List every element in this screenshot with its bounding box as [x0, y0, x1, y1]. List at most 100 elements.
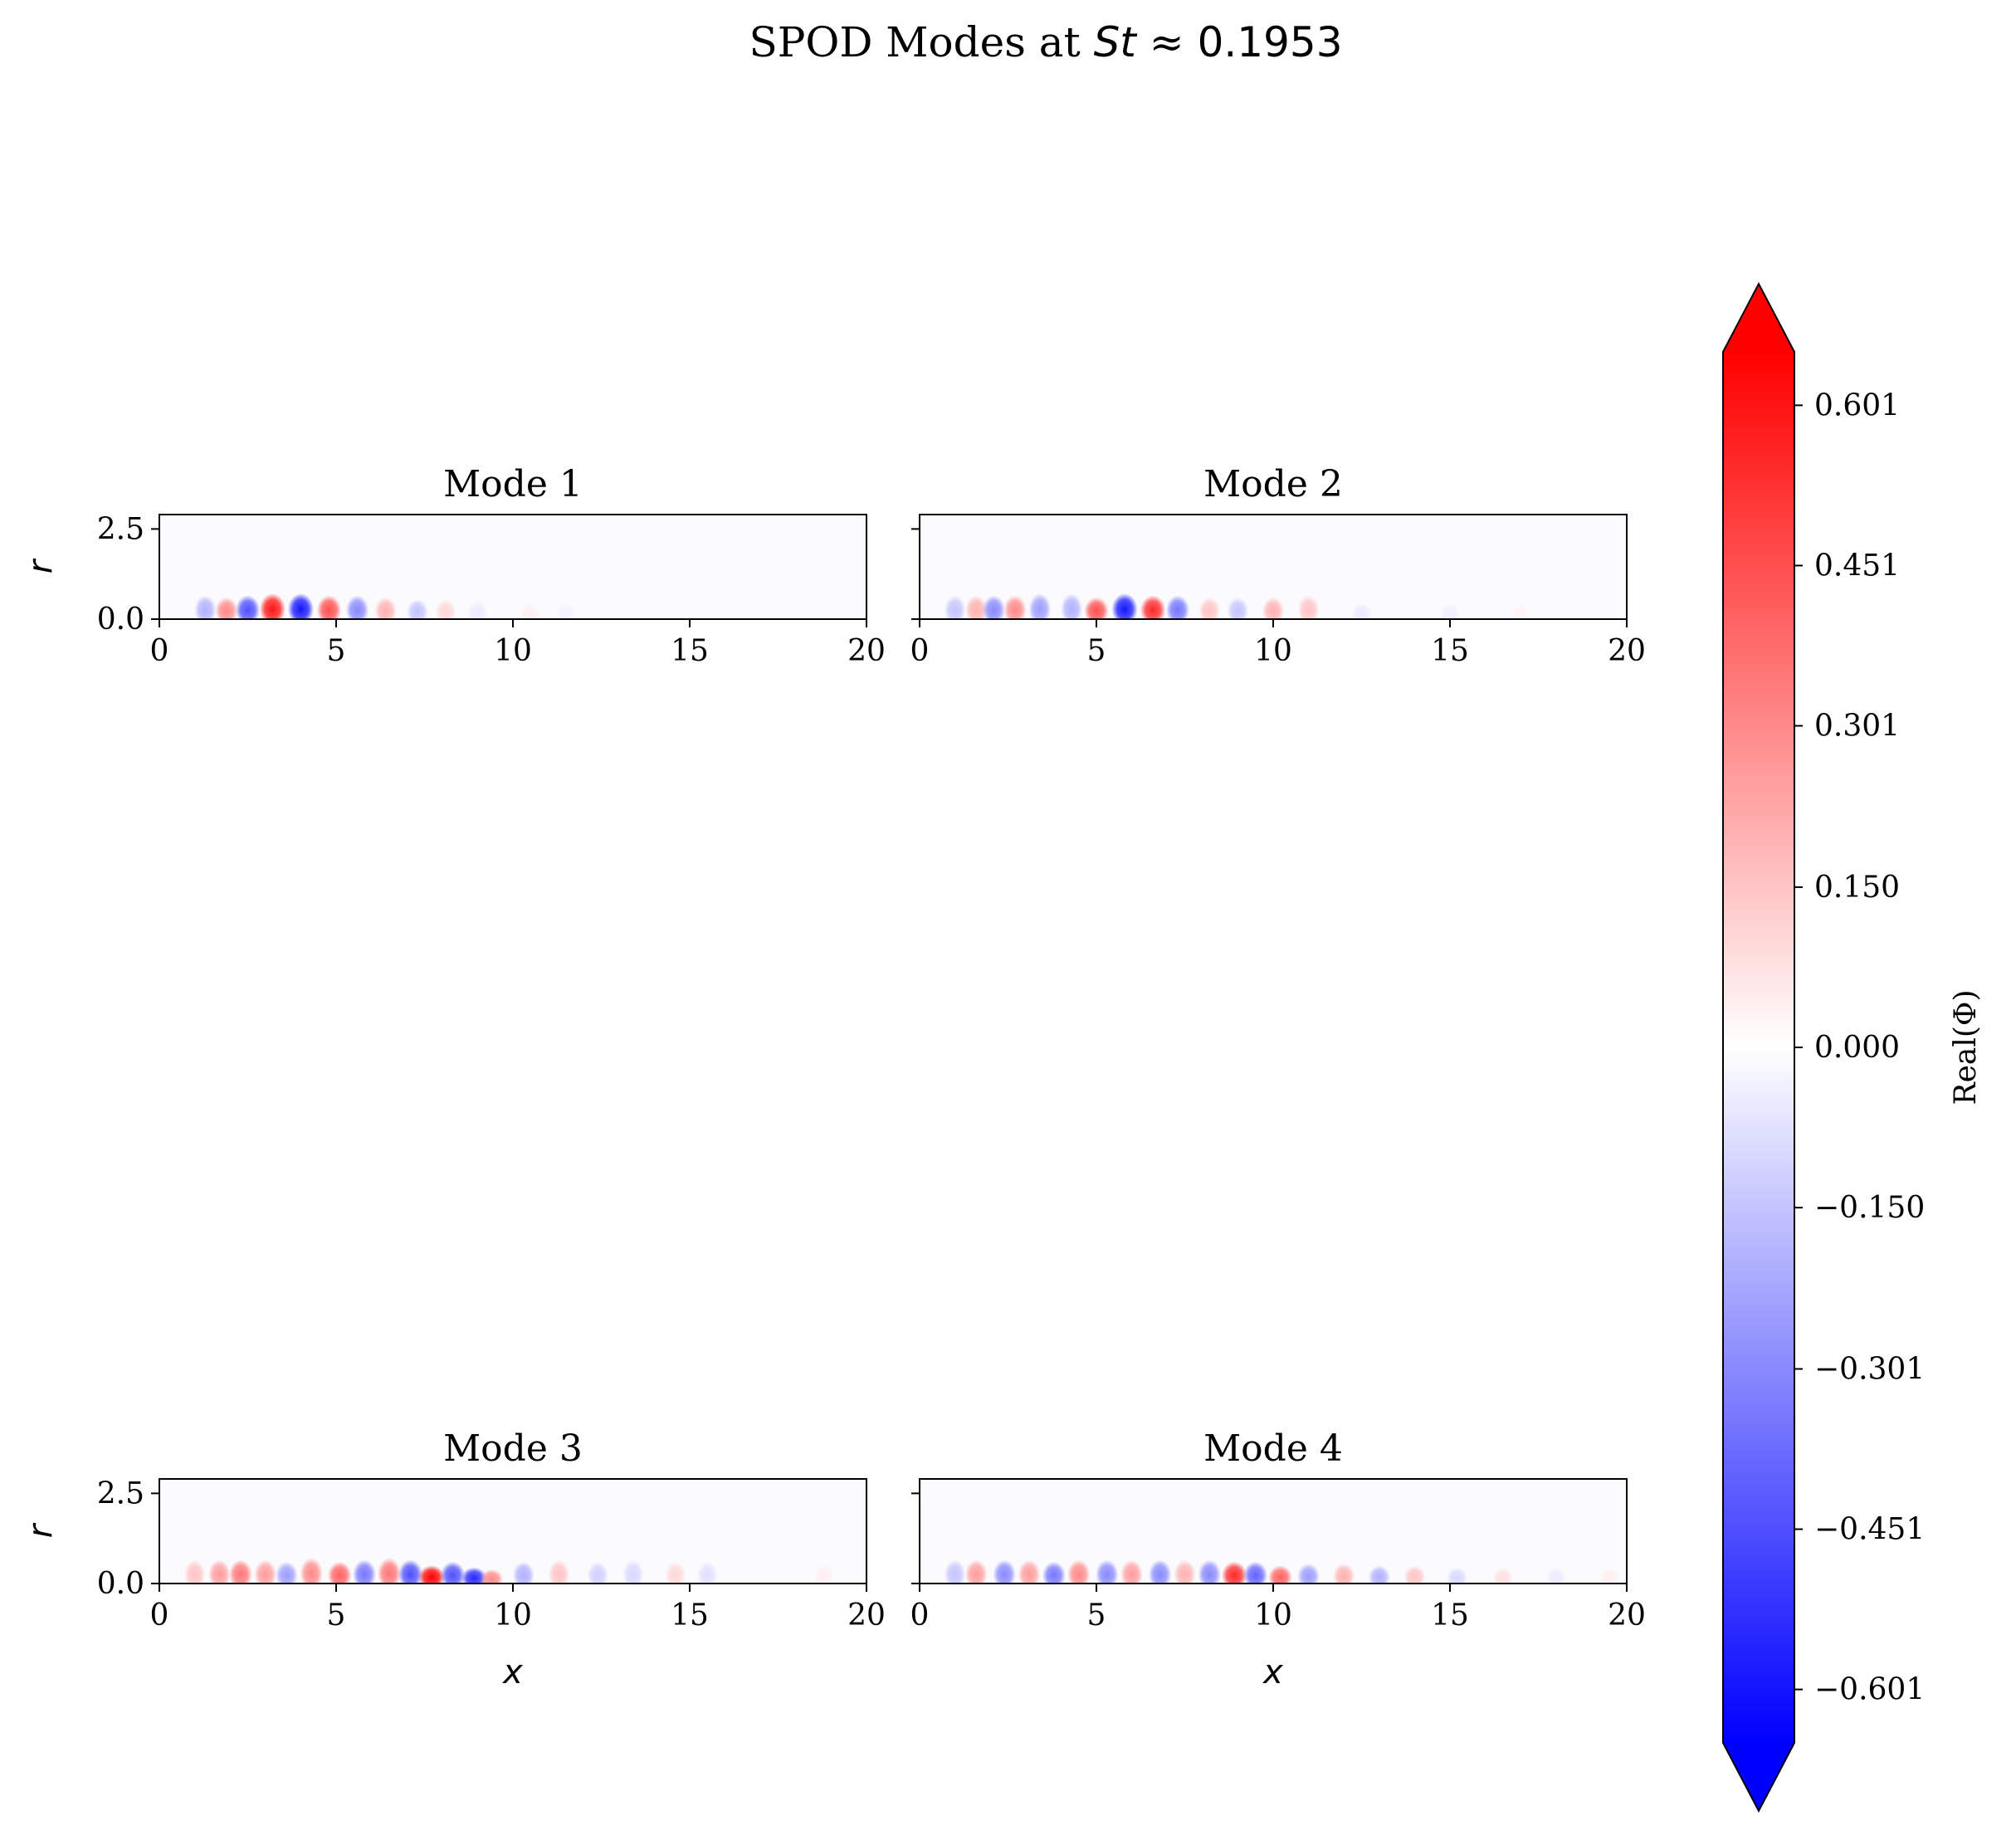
- mode-blob: [1174, 1559, 1196, 1584]
- x-axis-label: x: [501, 1653, 523, 1691]
- mode-blob: [964, 595, 988, 619]
- x-tick-label: 10: [1254, 1598, 1292, 1632]
- mode-blob: [398, 1559, 423, 1584]
- y-axis-label: r: [22, 1522, 60, 1538]
- mode-panel-1: 0 5 10 15 20 0.0 2.5 Mode 1 r: [22, 463, 886, 668]
- mode-panel-4: 0 5 10 15 20 Mode 4 x: [910, 1427, 1646, 1691]
- mode-blob: [374, 597, 397, 619]
- mode-blob: [327, 1561, 352, 1584]
- mode-blob: [1446, 1567, 1468, 1584]
- mode-blob: [512, 1561, 535, 1584]
- mode-blob: [235, 595, 261, 619]
- x-tick-label: 0: [150, 634, 169, 668]
- mode-blob: [1368, 1565, 1390, 1584]
- mode-blob: [1599, 1567, 1619, 1584]
- x-tick-label: 5: [1087, 1598, 1106, 1632]
- mode-blob: [813, 1563, 835, 1584]
- x-tick-label: 5: [1087, 634, 1106, 668]
- mode-field: [194, 593, 577, 619]
- mode-blob: [287, 593, 314, 619]
- mode-blob: [964, 1559, 988, 1584]
- mode-field: [183, 1557, 835, 1584]
- mode-blob: [300, 1557, 323, 1584]
- y-tick-label: 2.5: [97, 1476, 144, 1510]
- colorbar: 0.601 0.451 0.301 0.150 0.000 −0.150 −0.301 −0.…: [1722, 281, 1925, 1813]
- x-axis-label: x: [1262, 1653, 1283, 1691]
- x-tick-label: 20: [1608, 634, 1646, 668]
- mode-blob: [275, 1561, 298, 1584]
- mode-blob: [1403, 1565, 1426, 1584]
- x-tick-label: 5: [327, 1598, 346, 1632]
- mode-blob: [440, 1561, 466, 1584]
- mode-field: [944, 1559, 1619, 1584]
- mode-blob: [1095, 1559, 1119, 1584]
- mode-blob: [1003, 595, 1027, 619]
- mode-blob: [993, 1559, 1017, 1584]
- mode-blob: [207, 1559, 231, 1584]
- colorbar-tick-label: −0.601: [1814, 1673, 1925, 1707]
- x-tick-label: 10: [494, 634, 532, 668]
- mode-blob: [407, 598, 428, 619]
- colorbar-gradient: [1723, 352, 1794, 1743]
- y-axis-label: r: [22, 558, 60, 573]
- mode-blob: [435, 598, 456, 619]
- x-tick-label: 20: [1608, 1598, 1646, 1632]
- mode-blob: [418, 1565, 445, 1584]
- plot-area: [159, 1479, 866, 1584]
- x-tick-label: 10: [1254, 634, 1292, 668]
- mode-blob: [377, 1557, 401, 1584]
- y-tick-label: 2.5: [97, 512, 144, 546]
- mode-blob: [352, 1559, 377, 1584]
- x-tick-label: 15: [671, 634, 709, 668]
- mode-blob: [1111, 593, 1138, 619]
- mode-blob: [1262, 597, 1285, 619]
- x-tick-label: 0: [910, 634, 930, 668]
- colorbar-tick-label: 0.150: [1814, 871, 1900, 905]
- mode-blob: [1060, 593, 1083, 619]
- mode-blob: [194, 595, 217, 619]
- title-math-rel: ≈: [1136, 18, 1198, 66]
- mode-blob: [1198, 597, 1221, 619]
- panel-title: Mode 3: [443, 1427, 583, 1470]
- mode-blob: [1067, 1559, 1091, 1584]
- colorbar-tick-label: 0.301: [1814, 710, 1900, 744]
- mode-blob: [696, 1561, 718, 1584]
- x-tick-label: 15: [1431, 634, 1469, 668]
- mode-blob: [944, 595, 966, 619]
- mode-panel-3: 0 5 10 15 20 0.0 2.5 Mode 3 r x: [22, 1427, 886, 1691]
- colorbar-extend-min: [1723, 1743, 1794, 1811]
- mode-blob: [555, 603, 577, 619]
- mode-blob: [1120, 1559, 1144, 1584]
- mode-blob: [1227, 597, 1249, 619]
- title-text: SPOD Modes at: [749, 18, 1093, 66]
- mode-blob: [1545, 1567, 1567, 1584]
- mode-blob: [1198, 1559, 1222, 1584]
- colorbar-tick-label: −0.451: [1814, 1513, 1925, 1547]
- colorbar-tick-label: 0.000: [1814, 1031, 1900, 1065]
- mode-blob: [1243, 1561, 1268, 1584]
- mode-blob: [1439, 603, 1461, 619]
- mode-blob: [228, 1559, 253, 1584]
- mode-blob: [1140, 595, 1166, 619]
- x-tick-label: 10: [494, 1598, 532, 1632]
- colorbar-extend-max: [1723, 284, 1794, 352]
- colorbar-outline: [1722, 281, 1795, 1813]
- colorbar-tick-label: 0.601: [1814, 388, 1900, 422]
- mode-blob: [1018, 1559, 1041, 1584]
- mode-blob: [254, 1559, 277, 1584]
- mode-blob: [215, 597, 238, 619]
- y-tick-label: 0.0: [97, 1567, 144, 1601]
- mode-blob: [1165, 595, 1190, 619]
- mode-blob: [1351, 603, 1372, 619]
- mode-blob: [520, 603, 541, 619]
- x-tick-label: 15: [1431, 1598, 1469, 1632]
- mode-blob: [480, 1569, 504, 1584]
- mode-blob: [1221, 1561, 1247, 1584]
- mode-blob: [1492, 1567, 1514, 1584]
- mode-field: [944, 593, 1531, 619]
- mode-blob: [345, 595, 369, 619]
- mode-blob: [944, 1559, 966, 1584]
- title-math-var: St: [1094, 18, 1139, 66]
- mode-blob: [982, 595, 1006, 619]
- panel-title: Mode 1: [443, 463, 583, 505]
